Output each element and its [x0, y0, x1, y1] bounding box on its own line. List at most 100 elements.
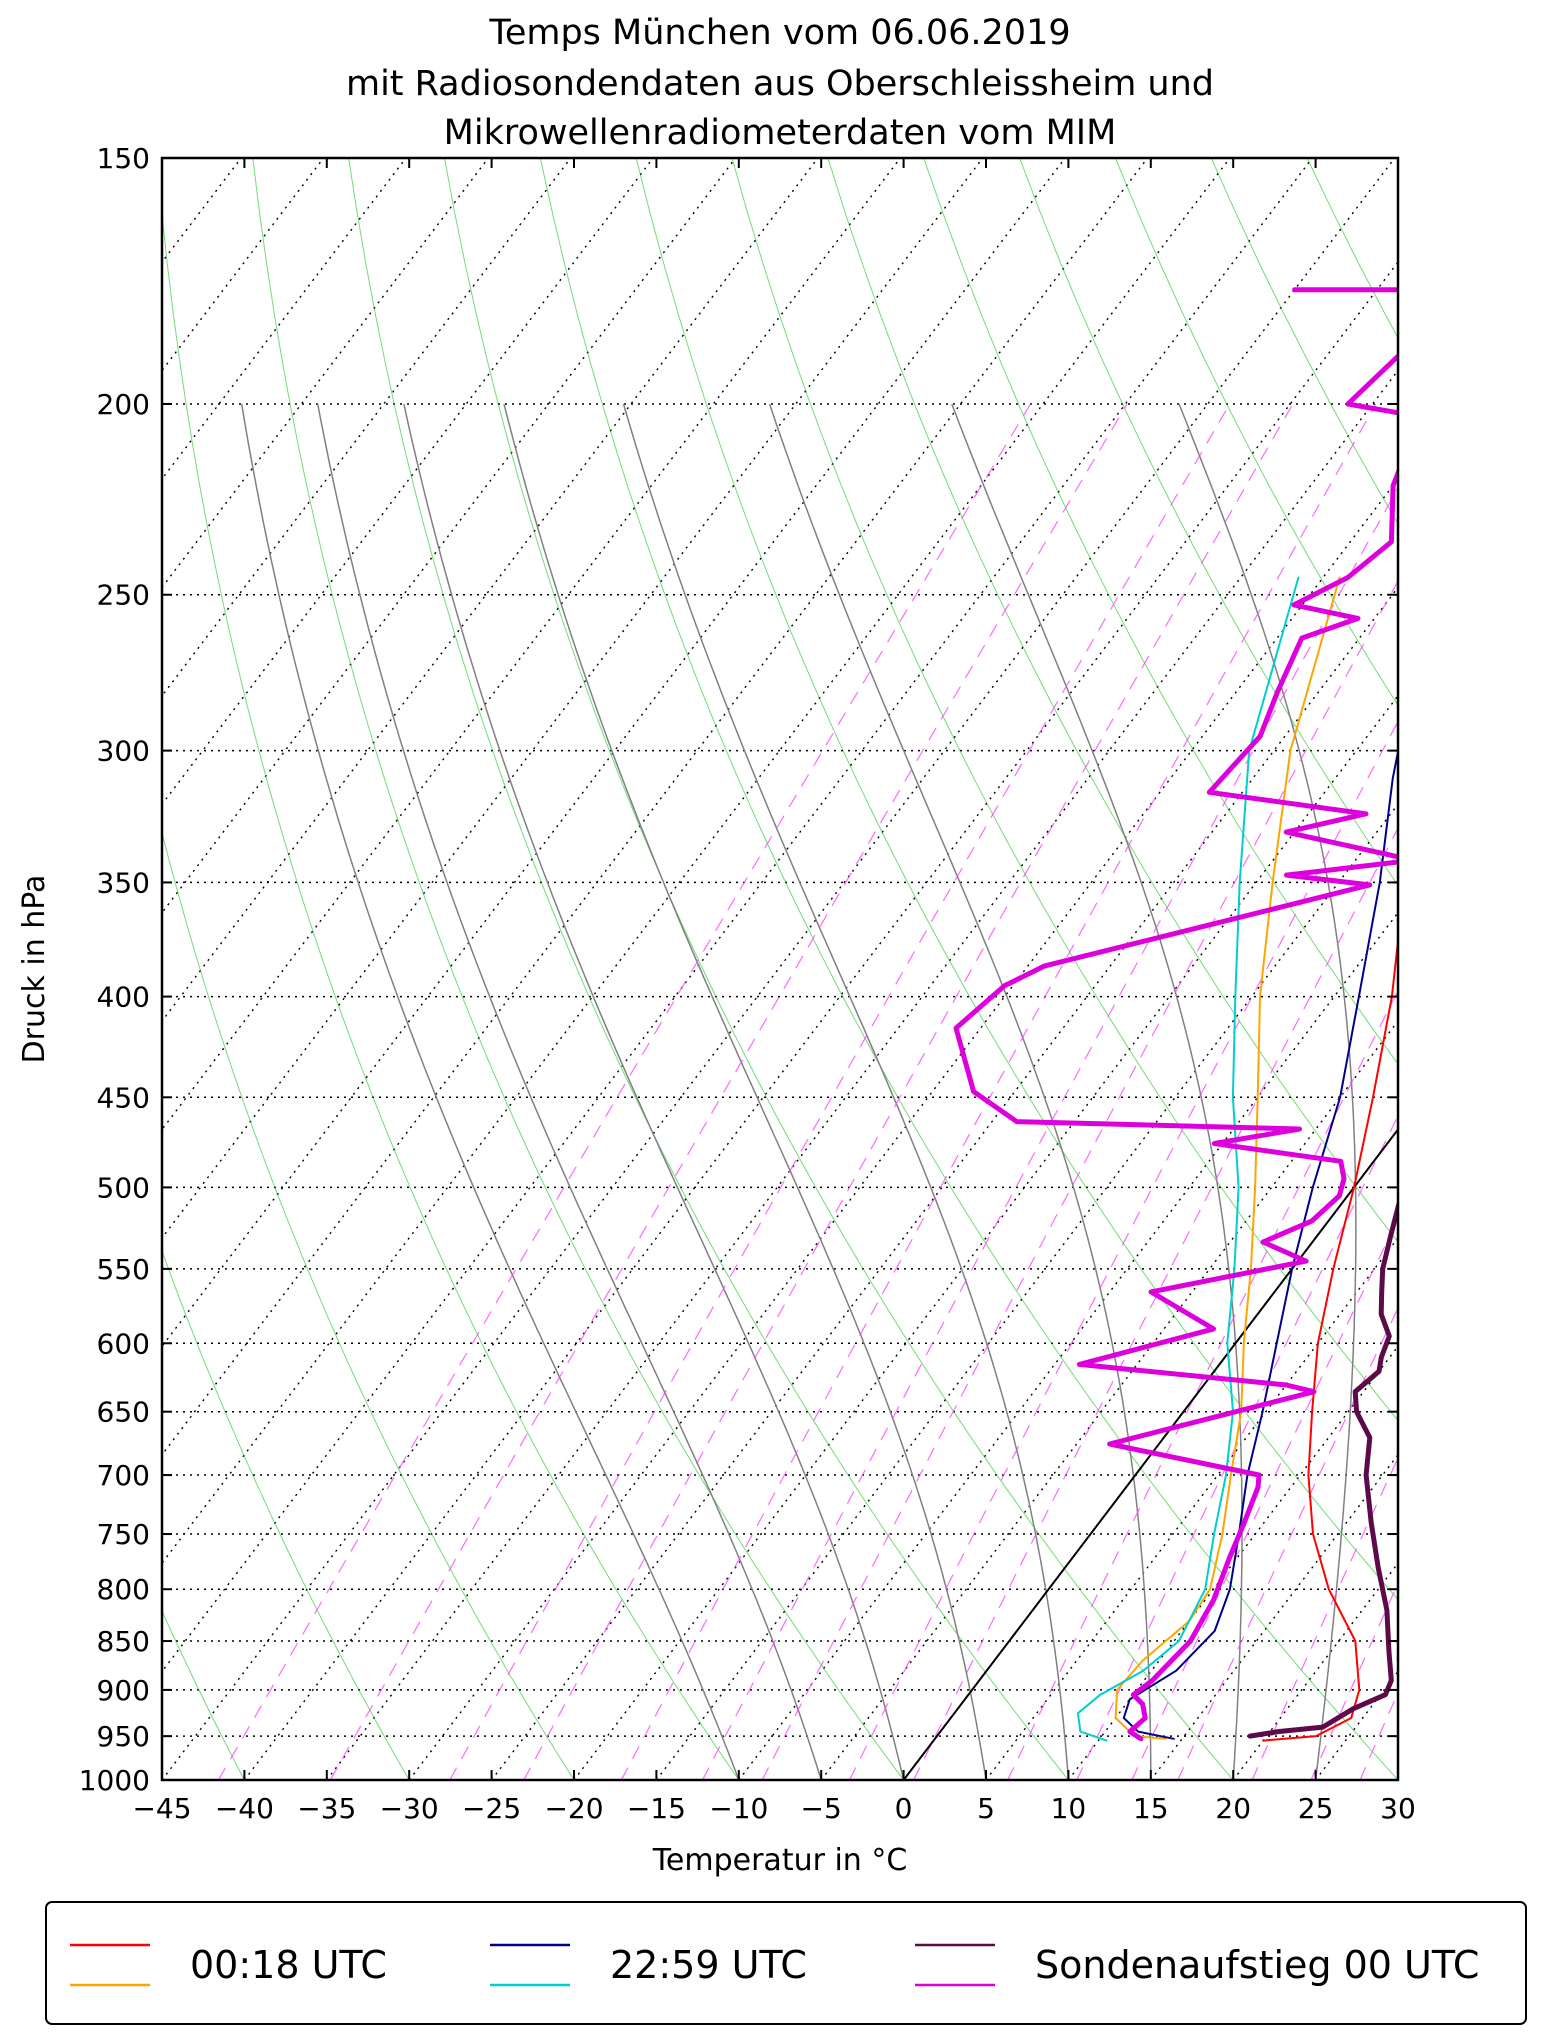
series-line-dewpoint-6	[953, 287, 1398, 1742]
x-tick-label: 20	[1215, 1792, 1251, 1825]
chart-title-line-2: mit Radiosondendaten aus Oberschleisshei…	[346, 64, 1214, 104]
dry-adiabat-line	[923, 158, 1398, 1065]
x-tick-label: 15	[1133, 1792, 1169, 1825]
dry-adiabat-line	[1019, 158, 1398, 887]
y-tick-label: 700	[97, 1459, 150, 1492]
isotherm-line	[326, 369, 1398, 1780]
dry-adiabat-line	[1210, 158, 1398, 525]
x-tick-label: 10	[1051, 1792, 1087, 1825]
dry-adiabat-line	[827, 158, 1398, 1243]
mixing-ratio-line	[1439, 404, 1542, 1780]
y-tick-label: 800	[97, 1573, 150, 1606]
isotherm-line	[491, 586, 1398, 1780]
mixing-ratio-line	[848, 720, 1398, 1780]
x-tick-label: −35	[297, 1792, 356, 1825]
y-tick-label: 500	[97, 1171, 150, 1204]
x-axis-label: Temperatur in °C	[652, 1843, 908, 1878]
series-line-dewpoint-4	[1076, 576, 1300, 1742]
y-tick-label: 300	[97, 735, 150, 768]
y-tick-label: 750	[97, 1518, 150, 1551]
mixing-ratio-line	[1131, 1217, 1398, 1780]
reference-grid	[162, 158, 1542, 1780]
y-tick-label: 450	[97, 1081, 150, 1114]
mixing-ratio-line	[1402, 404, 1542, 1780]
isotherm-line	[162, 158, 407, 481]
dry-adiabat-line	[162, 207, 740, 1780]
dry-adiabat-line	[162, 1609, 245, 1780]
x-tick-label: −10	[709, 1792, 768, 1825]
isotherm-line	[162, 158, 1149, 1456]
isotherm-line	[162, 158, 572, 697]
plot-frame	[160, 156, 1400, 1782]
y-tick-label: 900	[97, 1674, 150, 1707]
dry-adiabat-line	[348, 158, 1069, 1780]
mixing-ratio-line	[1501, 404, 1542, 1780]
dry-adiabat-line	[731, 158, 1398, 1422]
isotherm-line	[162, 158, 1231, 1565]
x-tick-label: 30	[1380, 1792, 1416, 1825]
dry-adiabat-line	[444, 158, 1234, 1780]
y-tick-label: 600	[97, 1327, 150, 1360]
y-tick-label: 250	[97, 579, 150, 612]
y-ticks: 150 200 250 300 350 400 450 500 550 600 650 700 750 8…	[79, 142, 1398, 1797]
y-tick-label: 1000	[79, 1764, 150, 1797]
dry-adiabat-line	[1499, 158, 1542, 1780]
y-tick-label: 850	[97, 1625, 150, 1658]
isotherm-line	[162, 158, 1313, 1673]
series-line-temperature-5	[1247, 1197, 1398, 1739]
dry-adiabat-line	[162, 830, 575, 1780]
isotherm-line	[162, 158, 489, 589]
mixing-ratio-line	[701, 486, 1398, 1780]
y-tick-label: 550	[97, 1253, 150, 1286]
isotherm-line	[1480, 158, 1542, 1780]
y-tick-label: 400	[97, 981, 150, 1014]
isotherm-line	[162, 158, 1396, 1780]
x-tick-label: −30	[380, 1792, 439, 1825]
y-tick-label: 950	[97, 1720, 150, 1753]
x-tick-label: −15	[627, 1792, 686, 1825]
mixing-ratio-line	[761, 579, 1398, 1780]
isotherm-line	[162, 158, 1066, 1348]
y-axis-label: Druck in hPa	[17, 875, 52, 1064]
series-line-temperature-1	[1262, 932, 1398, 1742]
legend-label: 00:18 UTC	[190, 1943, 387, 1987]
dry-adiabat-line	[539, 158, 1398, 1780]
isotherm-line	[243, 260, 1398, 1780]
mixing-ratio-line	[1007, 989, 1398, 1780]
legend-label: 22:59 UTC	[610, 1943, 807, 1987]
dry-adiabat-line	[1403, 158, 1542, 1780]
mixing-ratio-line	[1177, 1306, 1398, 1780]
y-tick-label: 650	[97, 1396, 150, 1429]
isotherm-line	[655, 803, 1398, 1780]
legend-frame	[45, 1901, 1527, 2025]
series-line-temperature-3	[1122, 746, 1398, 1740]
x-tick-label: −25	[462, 1792, 521, 1825]
x-ticks: −45 −40 −35 −30 −25 −20 −15 −10 −5 0 5 10 15 20 25 30	[132, 158, 1416, 1825]
dry-adiabat-line	[1114, 158, 1398, 707]
moist-adiabat-line	[768, 403, 1152, 1780]
y-tick-label: 350	[97, 866, 150, 899]
mixing-ratio-line	[329, 403, 1128, 1780]
legend: 00:18 UTC 22:59 UTC Sondenaufstieg 00 UTC	[45, 1901, 1527, 2025]
isotherm-line	[1397, 1778, 1398, 1780]
isotherm-line	[1150, 1453, 1398, 1780]
chart-title-line-1: Temps München vom 06.06.2019	[488, 13, 1070, 53]
moist-adiabat-line	[316, 403, 822, 1780]
moist-adiabat-line	[622, 403, 1070, 1780]
legend-label: Sondenaufstieg 00 UTC	[1035, 1943, 1479, 1987]
dry-adiabat-line	[252, 158, 905, 1780]
x-tick-label: 25	[1298, 1792, 1334, 1825]
moist-adiabat-line	[503, 403, 987, 1780]
mixing-ratio-line	[1310, 1581, 1398, 1780]
data-series-group	[953, 287, 1398, 1742]
dry-adiabat-line	[1306, 158, 1398, 339]
dry-adiabat-line	[635, 158, 1398, 1601]
y-tick-label: 200	[97, 388, 150, 421]
isotherm-line	[1232, 1562, 1398, 1780]
dry-adiabat-line	[162, 1249, 410, 1780]
isotherm-line	[820, 1019, 1398, 1780]
x-tick-label: 5	[977, 1792, 995, 1825]
mixing-ratio-line	[913, 827, 1398, 1780]
